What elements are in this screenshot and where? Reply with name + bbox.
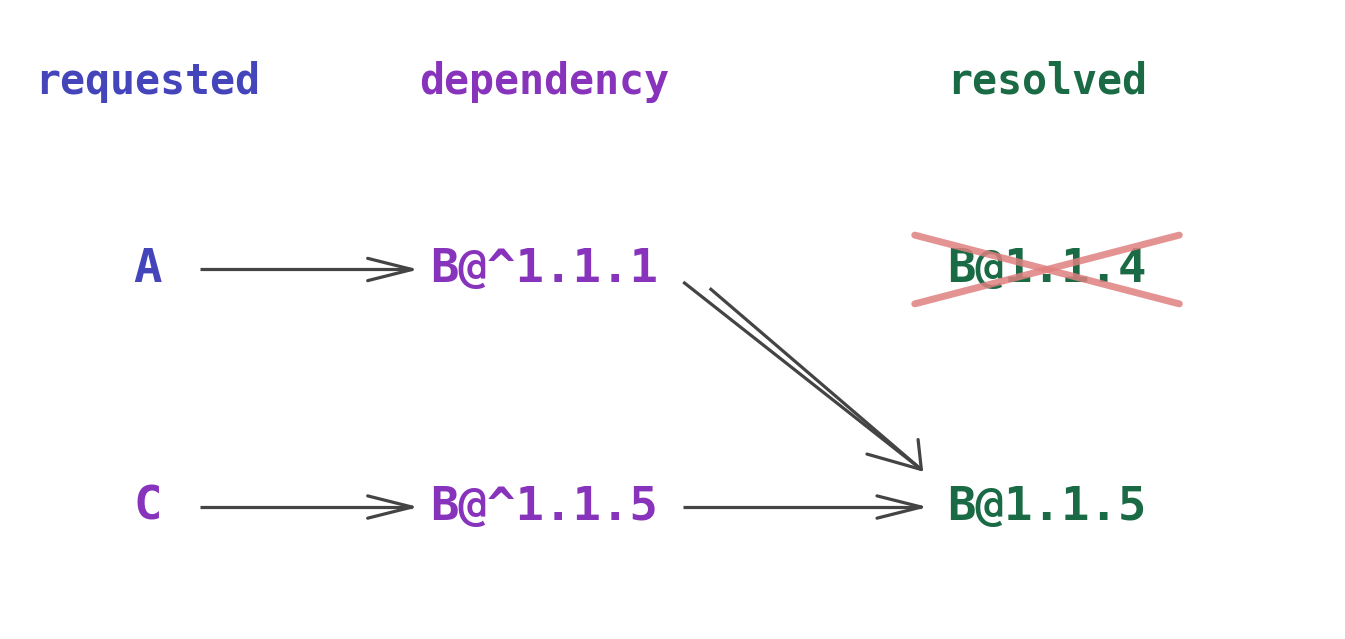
Text: B@1.1.5: B@1.1.5 — [947, 484, 1147, 530]
Text: A: A — [133, 247, 161, 292]
Text: resolved: resolved — [947, 61, 1147, 103]
Text: dependency: dependency — [420, 61, 670, 103]
Text: B@^1.1.1: B@^1.1.1 — [430, 247, 658, 292]
Text: requested: requested — [35, 61, 260, 103]
Text: B@^1.1.5: B@^1.1.5 — [430, 484, 658, 530]
Text: B@1.1.4: B@1.1.4 — [947, 247, 1147, 292]
Text: C: C — [133, 484, 161, 530]
